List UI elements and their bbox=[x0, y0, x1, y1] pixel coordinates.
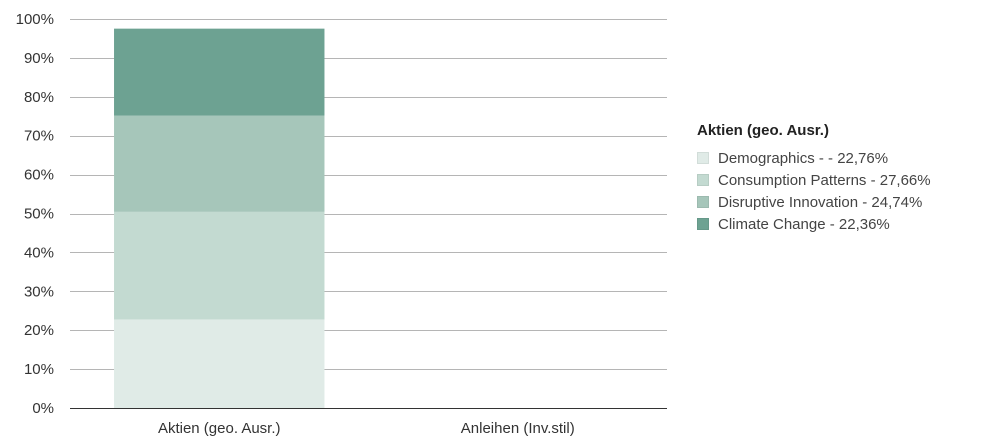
y-tick-label: 50% bbox=[24, 206, 54, 223]
x-axis-category-labels: Aktien (geo. Ausr.) Anleihen (Inv.stil) bbox=[158, 420, 575, 437]
y-tick-label: 30% bbox=[24, 283, 54, 300]
bar-segment bbox=[114, 211, 325, 320]
legend-title: Aktien (geo. Ausr.) bbox=[697, 122, 829, 139]
legend-swatch bbox=[697, 174, 709, 186]
legend-item: Demographics - - 22,76% bbox=[697, 147, 931, 169]
y-tick-label: 60% bbox=[24, 167, 54, 184]
y-tick-label: 90% bbox=[24, 50, 54, 67]
y-tick-label: 40% bbox=[24, 244, 54, 261]
y-tick-label: 20% bbox=[24, 322, 54, 339]
legend: Aktien (geo. Ausr.) Demographics - - 22,… bbox=[697, 122, 931, 235]
y-tick-label: 70% bbox=[24, 128, 54, 145]
bar-segment bbox=[114, 28, 325, 116]
x-category-label: Anleihen (Inv.stil) bbox=[461, 420, 575, 437]
legend-label: Climate Change - 22,36% bbox=[718, 215, 890, 233]
y-tick-label: 80% bbox=[24, 89, 54, 106]
legend-item: Disruptive Innovation - 24,74% bbox=[697, 191, 931, 213]
y-axis-tick-labels: 0% 10% 20% 30% 40% 50% 60% 70% 80% 90% 100% bbox=[16, 11, 54, 417]
bars bbox=[114, 28, 325, 408]
legend-swatch bbox=[697, 218, 709, 230]
legend-item: Climate Change - 22,36% bbox=[697, 213, 931, 235]
legend-swatch bbox=[697, 152, 709, 164]
legend-swatch bbox=[697, 196, 709, 208]
y-tick-label: 0% bbox=[32, 400, 54, 417]
legend-item: Consumption Patterns - 27,66% bbox=[697, 169, 931, 191]
legend-label: Disruptive Innovation - 24,74% bbox=[718, 193, 923, 211]
legend-label: Consumption Patterns - 27,66% bbox=[718, 171, 931, 189]
bar-segment bbox=[114, 319, 325, 408]
bar-segment bbox=[114, 115, 325, 212]
y-tick-label: 100% bbox=[16, 11, 54, 28]
x-category-label: Aktien (geo. Ausr.) bbox=[158, 420, 281, 437]
legend-items: Demographics - - 22,76% Consumption Patte… bbox=[697, 147, 931, 235]
legend-label: Demographics - - 22,76% bbox=[718, 149, 889, 167]
y-tick-label: 10% bbox=[24, 361, 54, 378]
